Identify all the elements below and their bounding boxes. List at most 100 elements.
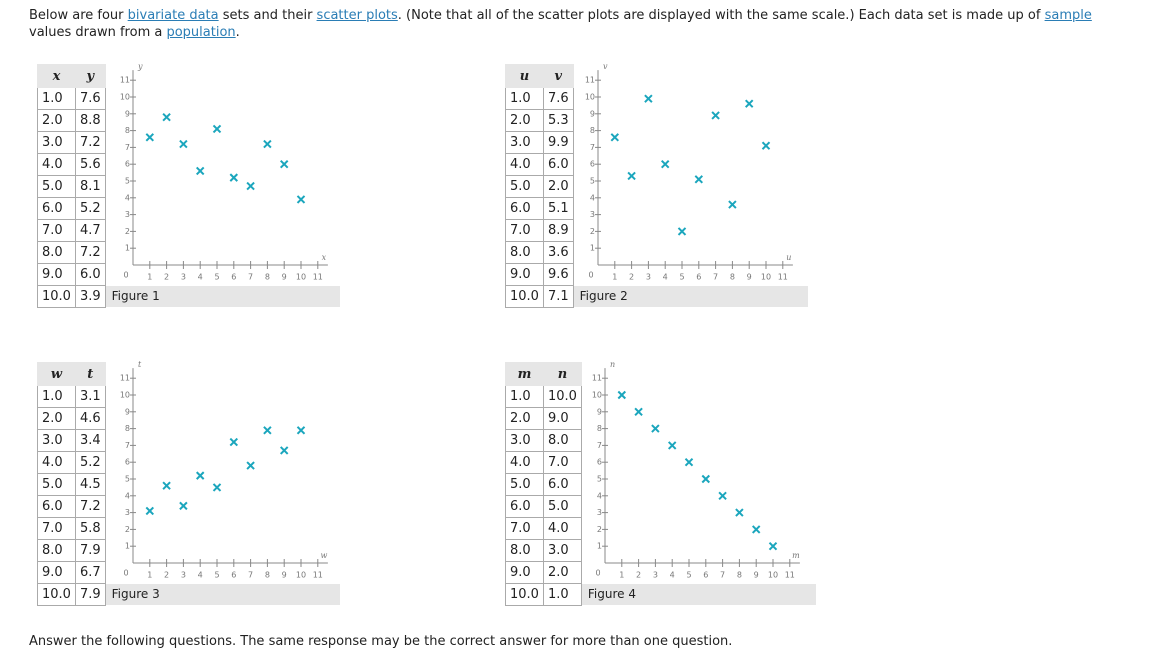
y-tick-label: 10 [120,93,130,102]
cell: 7.1 [542,285,574,308]
cell: 10.0 [37,583,76,606]
footer: Answer the following questions. The same… [29,634,733,649]
x-tick-label: 7 [248,571,253,580]
y-axis-label: v [603,62,608,71]
x-tick-label: 5 [214,571,219,580]
x-tick-label: 9 [754,571,759,580]
intro-text: . [235,25,240,40]
intro-text: . (Note that all of the scatter plots ar… [397,8,1045,23]
point [728,200,737,209]
data-row: 7.0 8.9 [505,219,574,242]
y-tick-label: 2 [125,525,130,534]
cell: 6.0 [505,495,544,518]
y-tick-label: 1 [597,542,602,551]
y-tick-label: 8 [125,126,130,135]
cell: 4.0 [37,153,76,176]
y-tick-label: 6 [590,160,595,169]
data-row: 3.0 8.0 [505,429,582,452]
data-row: 6.0 5.2 [37,197,106,220]
x-tick-label: 5 [214,273,219,282]
cell: 2.0 [37,109,76,132]
cell: 7.9 [74,583,106,606]
cell: 5.8 [74,517,106,540]
cell: 8.0 [505,539,544,562]
cell: 8.8 [74,109,106,132]
cell: 8.0 [505,241,544,264]
y-tick-label: 5 [125,475,130,484]
link[interactable]: sample [1044,8,1092,23]
column-header: y [74,64,106,88]
cell: 7.0 [542,451,582,474]
cell: 9.0 [37,263,76,286]
y-tick-label: 6 [125,160,130,169]
cell: 5.0 [37,473,76,496]
y-tick-label: 4 [597,491,602,500]
cell: 7.6 [74,87,106,110]
point [195,471,205,480]
x-tick-label: 2 [164,571,169,580]
point [751,525,761,534]
cell: 8.1 [74,175,106,198]
y-tick-label: 1 [125,244,130,253]
figure-caption: Figure 4 [581,584,816,605]
cell: 7.2 [74,131,106,154]
data-row: 3.0 3.4 [37,429,106,452]
column-header: w [37,362,76,386]
data-row: 7.0 4.0 [505,517,582,540]
link[interactable]: scatter plots [316,8,398,23]
y-tick-label: 4 [590,193,595,202]
data-row: 7.0 4.7 [37,219,106,242]
y-tick-label: 5 [597,475,602,484]
data-row: 8.0 7.9 [37,539,106,562]
x-tick-label: 10 [296,273,306,282]
x-tick-label: 2 [629,273,634,282]
point [694,175,704,184]
x-axis-label: u [786,253,791,262]
cell: 1.0 [37,385,76,408]
cell: 1.0 [542,583,582,606]
cell: 3.0 [37,429,76,452]
cell: 3.9 [74,285,106,308]
link[interactable]: population [166,25,236,40]
cell: 6.0 [505,197,544,220]
y-tick-label: 8 [125,424,130,433]
point [644,94,653,103]
cell: 7.6 [542,87,574,110]
cell: 1.0 [505,385,544,408]
cell: 9.0 [37,561,76,584]
data-row: 2.0 8.8 [37,109,106,132]
cell: 2.0 [505,109,544,132]
x-tick-label: 8 [265,571,270,580]
data-table: x y 1.0 7.6 2.0 8.8 3.0 7.2 4.0 5.6 5.0 8.1 6.0 5.2 7.… [37,64,106,308]
y-tick-label: 7 [597,441,602,450]
point [246,461,255,470]
x-tick-label: 11 [778,273,788,282]
point [145,506,155,516]
point [195,166,205,176]
point [279,446,289,455]
cell: 9.0 [505,561,544,584]
cell: 10.0 [542,385,582,408]
data-row: 10.0 7.9 [37,583,106,606]
data-row: 5.0 8.1 [37,175,106,198]
data-row: 6.0 7.2 [37,495,106,518]
point [667,441,677,450]
x-axis-label: x [322,253,327,262]
column-header: v [542,64,574,88]
y-tick-label: 2 [590,227,595,236]
cell: 7.2 [74,241,106,264]
origin-label: 0 [123,569,128,578]
data-row: 4.0 6.0 [505,153,574,176]
x-tick-label: 4 [198,571,203,580]
point [684,457,694,467]
link[interactable]: bivariate data [127,8,219,23]
x-tick-label: 6 [231,571,236,580]
y-tick-label: 1 [590,244,595,253]
y-tick-label: 2 [125,227,130,236]
cell: 6.7 [74,561,106,584]
x-tick-label: 5 [686,571,691,580]
x-tick-label: 6 [231,273,236,282]
